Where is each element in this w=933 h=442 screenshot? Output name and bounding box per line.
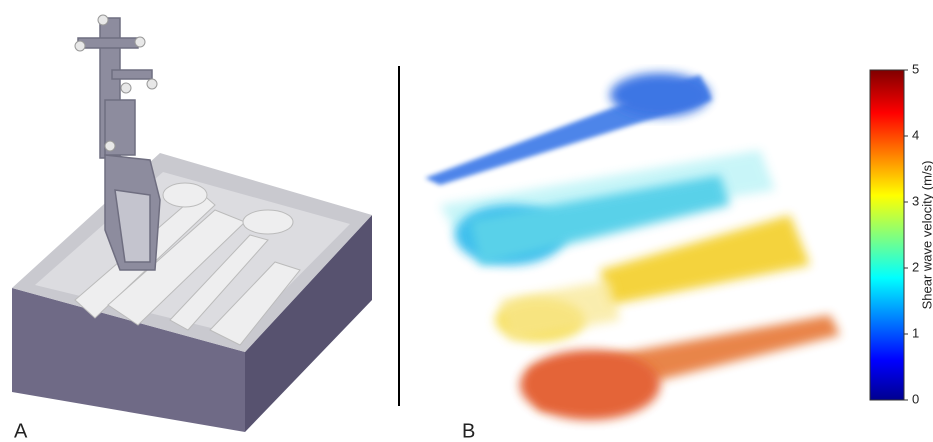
colorbar-tick-label: 2 [912, 259, 919, 274]
panel-label: A [14, 420, 28, 442]
colorbar-label: Shear wave velocity (m/s) [919, 161, 933, 310]
colorbar-tick-label: 0 [912, 391, 919, 406]
panel-label: B [462, 420, 475, 442]
colorbar-tick-label: 3 [912, 193, 919, 208]
phantom-render [12, 15, 372, 432]
colorbar-tick-label: 4 [912, 127, 919, 142]
colorbar-tick-label: 5 [912, 61, 919, 76]
colorbar [870, 70, 904, 400]
point-cloud [425, 73, 840, 420]
colorbar-tick-label: 1 [912, 325, 919, 340]
figure: 0 1 2 3 4 5 Shear wave velocity (m/s) A B [0, 0, 933, 442]
